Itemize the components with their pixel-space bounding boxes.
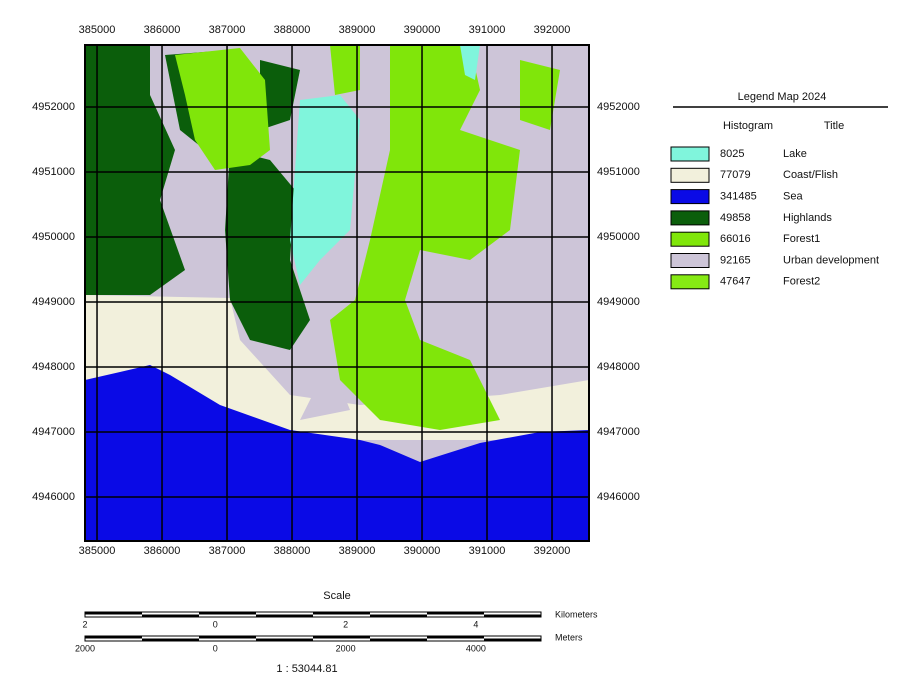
y-tick-label: 4947000 xyxy=(32,426,75,438)
legend-swatch xyxy=(670,210,710,226)
x-tick-label: 389000 xyxy=(339,545,376,557)
y-tick-label: 4947000 xyxy=(597,426,640,438)
legend-swatch xyxy=(670,253,710,268)
y-tick-label: 4946000 xyxy=(597,491,640,503)
legend-label: Forest1 xyxy=(783,233,820,245)
scale-label: 4000 xyxy=(466,643,486,653)
scale-ratio: 1 : 53044.81 xyxy=(276,663,337,675)
legend-count: 49858 xyxy=(720,212,751,224)
scale-label: 2000 xyxy=(75,643,95,653)
legend-count: 92165 xyxy=(720,254,751,266)
legend-label: Urban development xyxy=(783,254,879,266)
x-tick-label: 387000 xyxy=(209,545,246,557)
scale-bar-segment xyxy=(142,638,199,641)
y-tick-label: 4948000 xyxy=(597,361,640,373)
legend-swatch xyxy=(670,146,710,162)
scale-bar-segment xyxy=(484,638,541,641)
y-tick-label: 4951000 xyxy=(32,166,75,178)
scale-bar-segment xyxy=(85,612,142,615)
map-frame xyxy=(84,44,590,542)
x-tick-label: 391000 xyxy=(469,545,506,557)
x-tick-label: 387000 xyxy=(209,24,246,36)
x-tick-label: 386000 xyxy=(144,545,181,557)
scale-bar-segment xyxy=(313,636,370,639)
y-tick-label: 4952000 xyxy=(32,101,75,113)
legend-label: Highlands xyxy=(783,212,832,224)
legend-count: 77079 xyxy=(720,169,751,181)
x-tick-label: 392000 xyxy=(534,24,571,36)
x-tick-label: 389000 xyxy=(339,24,376,36)
scale-unit: Meters xyxy=(555,632,583,642)
scale-bar-segment xyxy=(313,612,370,615)
scale-unit: Kilometers xyxy=(555,609,598,619)
scale-bar-segment xyxy=(427,636,484,639)
x-tick-label: 388000 xyxy=(274,24,311,36)
map-image xyxy=(85,45,589,541)
x-tick-label: 392000 xyxy=(534,545,571,557)
x-tick-label: 388000 xyxy=(274,545,311,557)
scale-bar-segment xyxy=(256,614,313,617)
grid xyxy=(85,45,589,541)
x-tick-label: 390000 xyxy=(404,545,441,557)
legend-swatch xyxy=(670,189,710,205)
scale-bar-segment xyxy=(199,612,256,615)
legend-label: Forest2 xyxy=(783,276,820,288)
x-tick-label: 391000 xyxy=(469,24,506,36)
scale-bar-segment xyxy=(142,614,199,617)
x-tick-label: 385000 xyxy=(79,545,116,557)
x-tick-label: 386000 xyxy=(144,24,181,36)
scale-label: 2 xyxy=(82,619,87,629)
scale-bar-segment xyxy=(85,636,142,639)
legend-count: 341485 xyxy=(720,191,757,203)
scale-bar-segment xyxy=(199,636,256,639)
legend-swatch xyxy=(670,274,710,290)
scale-bar-segment xyxy=(370,638,427,641)
y-tick-label: 4951000 xyxy=(597,166,640,178)
legend-title: Legend Map 2024 xyxy=(738,91,827,103)
scale-bar-segment xyxy=(256,638,313,641)
scale-bar-segment xyxy=(370,614,427,617)
legend-label: Coast/Flish xyxy=(783,169,838,181)
scale-bar-segment xyxy=(427,612,484,615)
legend-count: 66016 xyxy=(720,233,751,245)
legend-swatch xyxy=(670,231,710,247)
legend-count: 8025 xyxy=(720,148,744,160)
scale-label: 2 xyxy=(343,619,348,629)
y-tick-label: 4949000 xyxy=(597,296,640,308)
y-tick-label: 4948000 xyxy=(32,361,75,373)
scale-label: 0 xyxy=(213,619,218,629)
legend-header: Histogram xyxy=(723,120,773,132)
y-tick-label: 4950000 xyxy=(32,231,75,243)
x-tick-label: 390000 xyxy=(404,24,441,36)
y-tick-label: 4949000 xyxy=(32,296,75,308)
y-tick-label: 4950000 xyxy=(597,231,640,243)
legend-header: Title xyxy=(824,120,844,132)
legend-swatch xyxy=(670,167,710,183)
scale-bar-segment xyxy=(484,614,541,617)
scale-label: 0 xyxy=(213,643,218,653)
legend-label: Lake xyxy=(783,148,807,160)
y-tick-label: 4952000 xyxy=(597,101,640,113)
y-tick-label: 4946000 xyxy=(32,491,75,503)
x-tick-label: 385000 xyxy=(79,24,116,36)
scale-title: Scale xyxy=(323,590,351,602)
scale-label: 2000 xyxy=(336,643,356,653)
legend-label: Sea xyxy=(783,191,803,203)
legend-count: 47647 xyxy=(720,276,751,288)
scale-label: 4 xyxy=(473,619,478,629)
